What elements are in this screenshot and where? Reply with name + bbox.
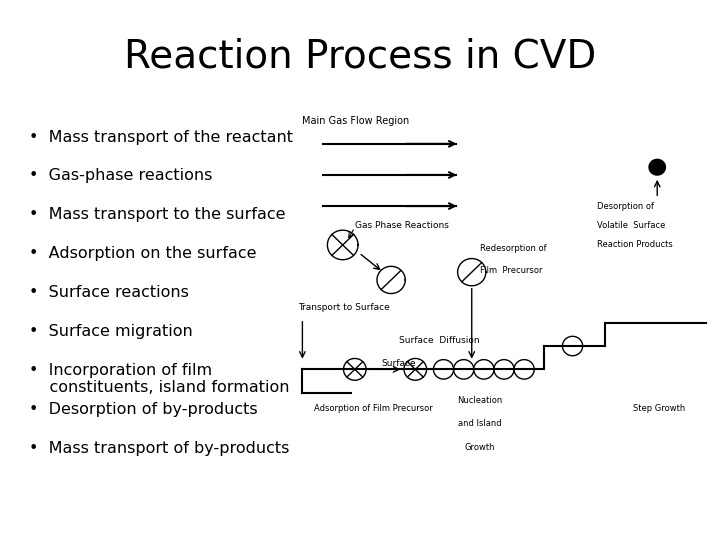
Text: Step Growth: Step Growth [633,404,685,413]
Text: Surface: Surface [381,359,415,368]
Text: •  Mass transport of by-products: • Mass transport of by-products [29,441,289,456]
Text: •  Mass transport to the surface: • Mass transport to the surface [29,207,285,222]
Text: Transport to Surface: Transport to Surface [298,302,390,312]
Text: Main Gas Flow Region: Main Gas Flow Region [302,116,410,125]
Text: •  Incorporation of film
    constituents, island formation: • Incorporation of film constituents, is… [29,363,289,395]
Text: •  Adsorption on the surface: • Adsorption on the surface [29,246,256,261]
Text: Gas Phase Reactions: Gas Phase Reactions [355,221,449,230]
Text: and Island: and Island [458,419,502,428]
Text: Surface  Diffusion: Surface Diffusion [399,336,480,345]
Polygon shape [648,159,666,176]
Text: Reaction Products: Reaction Products [597,240,672,249]
Text: Desorption of: Desorption of [597,201,654,211]
Text: •  Mass transport of the reactant: • Mass transport of the reactant [29,130,293,145]
Text: Reaction Process in CVD: Reaction Process in CVD [124,38,596,76]
Text: •  Surface migration: • Surface migration [29,324,192,339]
Text: •  Gas-phase reactions: • Gas-phase reactions [29,168,212,184]
Text: •  Surface reactions: • Surface reactions [29,285,189,300]
Text: Volatile  Surface: Volatile Surface [597,221,665,230]
Text: Growth: Growth [464,443,495,451]
Text: Nucleation: Nucleation [457,396,503,405]
Text: Adsorption of Film Precursor: Adsorption of Film Precursor [315,404,433,413]
Text: Redesorption of: Redesorption of [480,244,546,253]
Text: •  Desorption of by-products: • Desorption of by-products [29,402,258,417]
Text: Film  Precursor: Film Precursor [480,266,542,275]
